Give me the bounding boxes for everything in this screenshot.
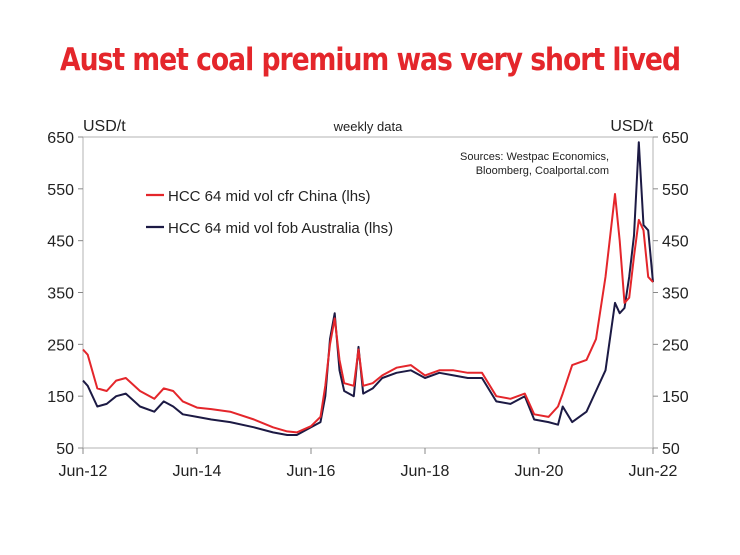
right-axis-unit: USD/t: [610, 118, 653, 135]
x-tick-label: Jun-22: [629, 463, 678, 480]
sources-line-1: Sources: Westpac Economics,: [460, 151, 609, 163]
right-tick-label: 250: [662, 337, 689, 354]
left-tick-label: 550: [47, 182, 74, 199]
left-y-axis: 650 550 450 350 250 150 50: [47, 130, 83, 458]
series-line-china: [82, 193, 654, 434]
series-layer: [82, 141, 654, 436]
x-tick-label: Jun-12: [59, 463, 108, 480]
left-tick-label: 250: [47, 337, 74, 354]
x-tick-label: Jun-18: [401, 463, 450, 480]
left-tick-label: 650: [47, 130, 74, 147]
x-tick-label: Jun-20: [515, 463, 564, 480]
series-line-australia: [82, 141, 654, 436]
plot-frame: [82, 136, 654, 449]
right-tick-label: 150: [662, 389, 689, 406]
x-axis: Jun-12 Jun-14 Jun-16 Jun-18 Jun-20 Jun-22: [59, 448, 678, 480]
sources-line-2: Bloomberg, Coalportal.com: [476, 165, 609, 177]
chart-title: Aust met coal premium was very short liv…: [59, 42, 681, 78]
right-tick-label: 350: [662, 286, 689, 303]
x-tick-label: Jun-16: [287, 463, 336, 480]
left-axis-unit: USD/t: [83, 118, 126, 135]
legend-label-china: HCC 64 mid vol cfr China (lhs): [168, 188, 371, 205]
right-tick-label: 450: [662, 234, 689, 251]
legend-label-australia: HCC 64 mid vol fob Australia (lhs): [168, 220, 393, 237]
right-tick-label: 50: [662, 441, 680, 458]
right-tick-label: 650: [662, 130, 689, 147]
left-tick-label: 50: [56, 441, 74, 458]
left-tick-label: 150: [47, 389, 74, 406]
right-tick-label: 550: [662, 182, 689, 199]
right-y-axis: 650 550 450 350 250 150 50: [653, 130, 689, 458]
left-tick-label: 350: [47, 286, 74, 303]
left-tick-label: 450: [47, 234, 74, 251]
frequency-note: weekly data: [333, 119, 403, 134]
legend: HCC 64 mid vol cfr China (lhs) HCC 64 mi…: [146, 188, 393, 237]
x-tick-label: Jun-14: [173, 463, 222, 480]
